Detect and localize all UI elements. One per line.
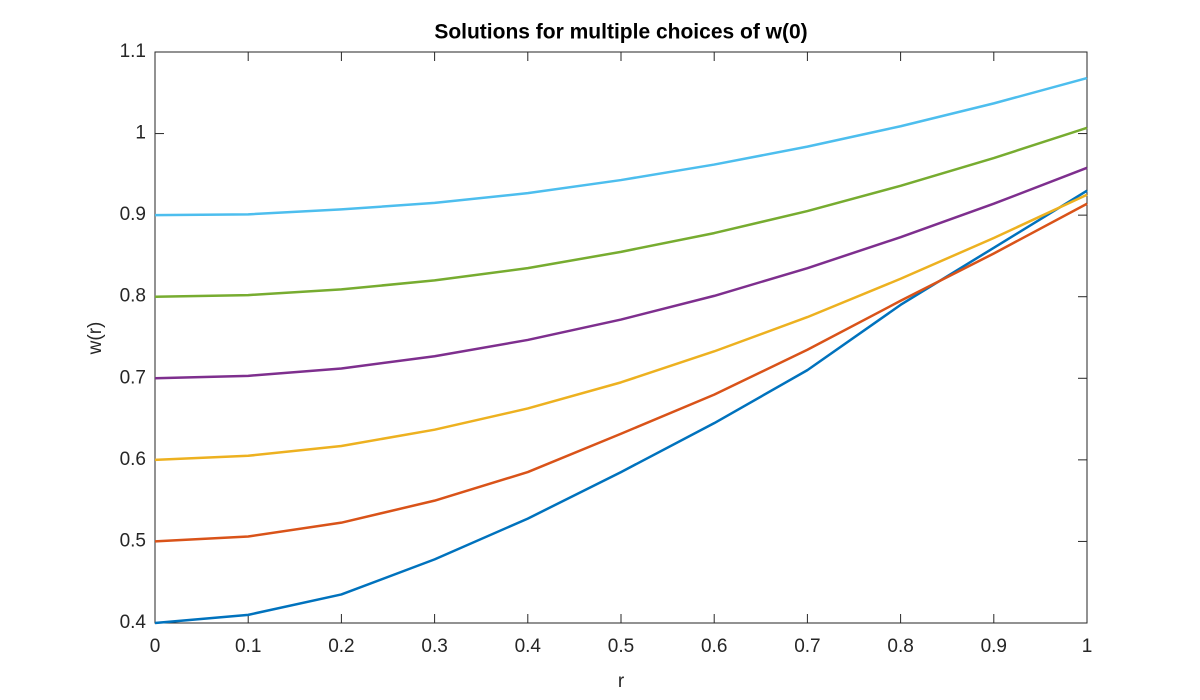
x-tick-label: 0.1 xyxy=(235,636,261,657)
y-tick-label: 1.1 xyxy=(120,41,146,62)
x-tick-label: 0.9 xyxy=(981,636,1007,657)
x-tick-label: 0.8 xyxy=(887,636,913,657)
x-tick-label: 0.3 xyxy=(421,636,447,657)
y-tick-label: 0.6 xyxy=(120,449,146,470)
chart-title: Solutions for multiple choices of w(0) xyxy=(434,21,807,44)
line-series xyxy=(154,193,1088,462)
x-tick-label: 0.4 xyxy=(515,636,542,657)
line-series xyxy=(154,76,1088,217)
x-tick-label: 1 xyxy=(1082,636,1093,657)
line-series xyxy=(154,202,1088,543)
x-tick-label: 0 xyxy=(150,636,161,657)
y-tick-label: 0.8 xyxy=(120,286,146,307)
x-tick-label: 0.2 xyxy=(328,636,354,657)
x-axis-label: r xyxy=(618,671,625,692)
y-tick-label: 0.4 xyxy=(120,612,147,633)
plot-area xyxy=(154,51,1088,624)
line-series xyxy=(154,126,1088,298)
y-tick-label: 0.9 xyxy=(120,204,146,225)
line-series xyxy=(154,166,1088,380)
y-tick-label: 0.5 xyxy=(120,530,146,551)
y-axis-label: w(r) xyxy=(85,322,106,356)
x-tick-label: 0.5 xyxy=(608,636,634,657)
x-tick-label: 0.6 xyxy=(701,636,727,657)
y-tick-label: 0.7 xyxy=(120,367,146,388)
x-tick-label: 0.7 xyxy=(794,636,820,657)
y-tick-label: 1 xyxy=(135,123,146,144)
